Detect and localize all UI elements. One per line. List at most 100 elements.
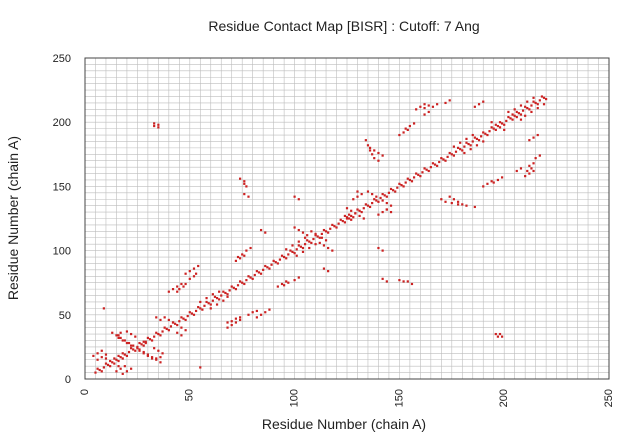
contact-point [324, 239, 328, 242]
contact-point [199, 366, 202, 369]
contact-point [456, 200, 460, 203]
contact-point [130, 347, 133, 350]
contact-point [511, 118, 514, 121]
contact-point [433, 163, 437, 166]
contact-point [421, 171, 424, 174]
contact-point [104, 362, 108, 365]
contact-point [291, 244, 294, 247]
contact-point [161, 330, 164, 333]
contact-point [324, 230, 328, 233]
contact-point [322, 244, 326, 247]
contact-point [528, 108, 531, 111]
contact-point [142, 352, 145, 355]
contact-point [337, 222, 340, 225]
contact-point [278, 258, 282, 261]
contact-point [230, 323, 233, 327]
contact-point [448, 99, 451, 102]
contact-point [211, 293, 214, 296]
contact-point [234, 288, 238, 291]
contact-point [408, 124, 411, 128]
contact-point [366, 144, 370, 147]
y-tick-label: 100 [53, 246, 71, 258]
contact-point [463, 151, 466, 155]
contact-point [205, 300, 208, 304]
contact-point [117, 365, 120, 368]
contact-point [102, 366, 105, 369]
contact-point [251, 277, 254, 280]
contact-point [178, 288, 181, 291]
contact-point [243, 182, 246, 185]
contact-point [385, 208, 388, 211]
contact-point [482, 140, 485, 143]
contact-point [360, 210, 363, 214]
contact-point [484, 132, 487, 135]
contact-point [377, 159, 380, 162]
contact-point [194, 272, 198, 275]
contact-point [293, 252, 296, 255]
contact-point [226, 293, 229, 296]
contact-point [488, 130, 491, 133]
contact-point [498, 332, 502, 336]
contact-point [482, 131, 485, 134]
contact-point [423, 167, 426, 170]
contact-point [102, 307, 105, 310]
contact-point [159, 334, 162, 337]
contact-point [125, 341, 129, 345]
contact-point [521, 109, 525, 112]
contact-point [132, 344, 135, 347]
contact-point [406, 128, 409, 132]
contact-point [155, 316, 158, 319]
contact-point [276, 285, 279, 288]
contact-point [410, 180, 414, 183]
contact-point [427, 110, 430, 114]
contact-point [406, 280, 409, 283]
contact-point [327, 231, 330, 234]
contact-point [477, 139, 481, 142]
contact-point [480, 135, 483, 138]
contact-point [155, 331, 158, 334]
contact-point [322, 267, 326, 270]
contact-point [333, 225, 336, 228]
contact-point [501, 122, 504, 125]
contact-point [371, 193, 374, 196]
contact-point [381, 249, 384, 252]
contact-point [524, 175, 527, 178]
contact-point [320, 232, 323, 236]
contact-point [515, 169, 518, 173]
contact-point [366, 204, 370, 207]
contact-point [130, 367, 133, 370]
contact-point [454, 150, 458, 153]
contact-point [247, 275, 250, 278]
contact-point [262, 268, 265, 271]
contact-point [104, 353, 108, 356]
contact-point [301, 246, 305, 250]
contact-point [228, 289, 231, 292]
contact-point [427, 104, 430, 107]
contact-point [150, 357, 154, 360]
contact-point [373, 198, 376, 201]
contact-point [423, 106, 426, 110]
contact-point [144, 341, 147, 345]
contact-point [450, 201, 453, 205]
contact-point [475, 137, 479, 140]
contact-point [498, 126, 502, 129]
contact-point [524, 114, 527, 117]
contact-point [465, 137, 468, 140]
contact-point [280, 282, 284, 286]
contact-point [117, 359, 120, 363]
contact-point [255, 316, 258, 319]
contact-point [482, 185, 485, 188]
contact-point [182, 285, 185, 288]
contact-point [371, 201, 374, 205]
contact-point [236, 284, 240, 287]
contact-point [368, 205, 372, 209]
contact-point [123, 365, 126, 368]
contact-point [94, 371, 97, 374]
contact-point [530, 110, 533, 114]
contact-point [247, 313, 250, 316]
contact-point [96, 367, 99, 370]
contact-point [293, 279, 296, 282]
contact-point [519, 167, 523, 170]
contact-point [352, 216, 355, 219]
